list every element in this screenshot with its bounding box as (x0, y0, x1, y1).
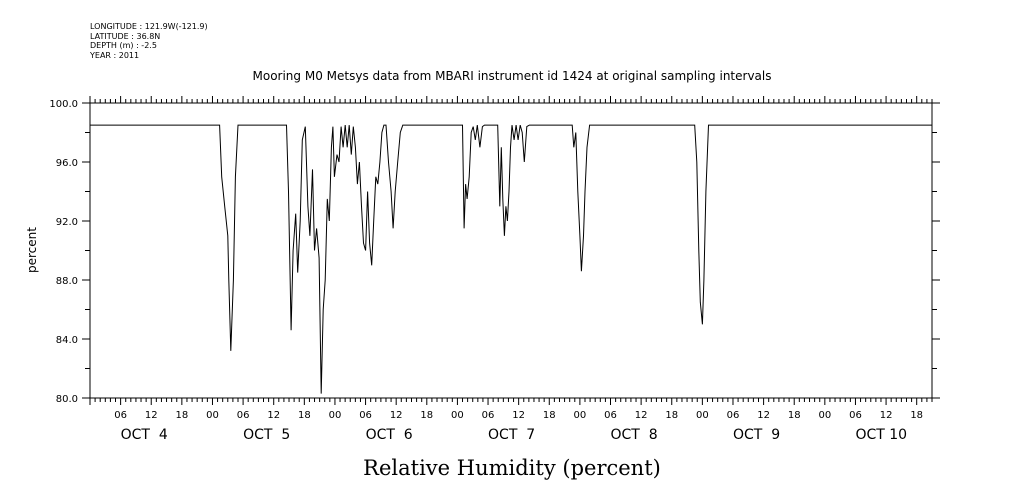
y-tick-label: 84.0 (56, 335, 78, 346)
x-hour-label: 00 (574, 410, 587, 421)
x-hour-label: 06 (237, 410, 250, 421)
y-tick-label: 80.0 (56, 394, 78, 405)
x-hour-label: 06 (727, 410, 740, 421)
x-hour-label: 12 (880, 410, 893, 421)
x-hour-label: 06 (482, 410, 495, 421)
x-hour-label: 00 (696, 410, 709, 421)
latitude-label: LATITUDE : 36.8N (90, 31, 161, 41)
x-day-label: OCT 9 (733, 427, 780, 443)
x-hour-label: 00 (329, 410, 342, 421)
x-hour-label: 12 (267, 410, 280, 421)
x-hour-label: 12 (512, 410, 525, 421)
x-hour-label: 06 (114, 410, 127, 421)
y-tick-label: 92.0 (56, 217, 78, 228)
x-hour-label: 12 (635, 410, 648, 421)
x-hour-label: 12 (390, 410, 403, 421)
x-hour-label: 06 (604, 410, 617, 421)
chart-title: Mooring M0 Metsys data from MBARI instru… (253, 69, 772, 83)
x-day-label: OCT 5 (243, 427, 290, 443)
y-tick-label: 100.0 (49, 99, 78, 110)
x-hour-label: 18 (788, 410, 801, 421)
x-hour-label: 12 (145, 410, 158, 421)
x-hour-label: 18 (665, 410, 678, 421)
x-hour-label: 00 (206, 410, 219, 421)
year-label: YEAR : 2011 (90, 50, 140, 60)
x-day-label: OCT 4 (121, 427, 168, 443)
x-hour-label: 12 (757, 410, 770, 421)
x-hour-label: 06 (849, 410, 862, 421)
x-hour-label: 18 (420, 410, 433, 421)
x-hour-label: 18 (543, 410, 556, 421)
x-day-label: OCT 10 (855, 427, 907, 443)
x-hour-label: 18 (910, 410, 923, 421)
depth-label: DEPTH (m) : -2.5 (90, 41, 157, 50)
x-axis-label: Relative Humidity (percent) (363, 456, 661, 480)
x-hour-label: 00 (451, 410, 464, 421)
x-day-label: OCT 8 (611, 427, 658, 443)
x-hour-label: 18 (175, 410, 188, 421)
y-axis-label: percent (25, 227, 39, 273)
y-tick-label: 96.0 (56, 158, 78, 169)
y-tick-label: 88.0 (56, 276, 78, 287)
x-hour-label: 18 (298, 410, 311, 421)
longitude-label: LONGITUDE : 121.9W(-121.9) (90, 22, 208, 31)
x-hour-label: 00 (818, 410, 831, 421)
x-day-label: OCT 6 (366, 427, 413, 443)
humidity-line (90, 124, 932, 394)
x-hour-label: 06 (359, 410, 372, 421)
x-day-label: OCT 7 (488, 427, 535, 443)
